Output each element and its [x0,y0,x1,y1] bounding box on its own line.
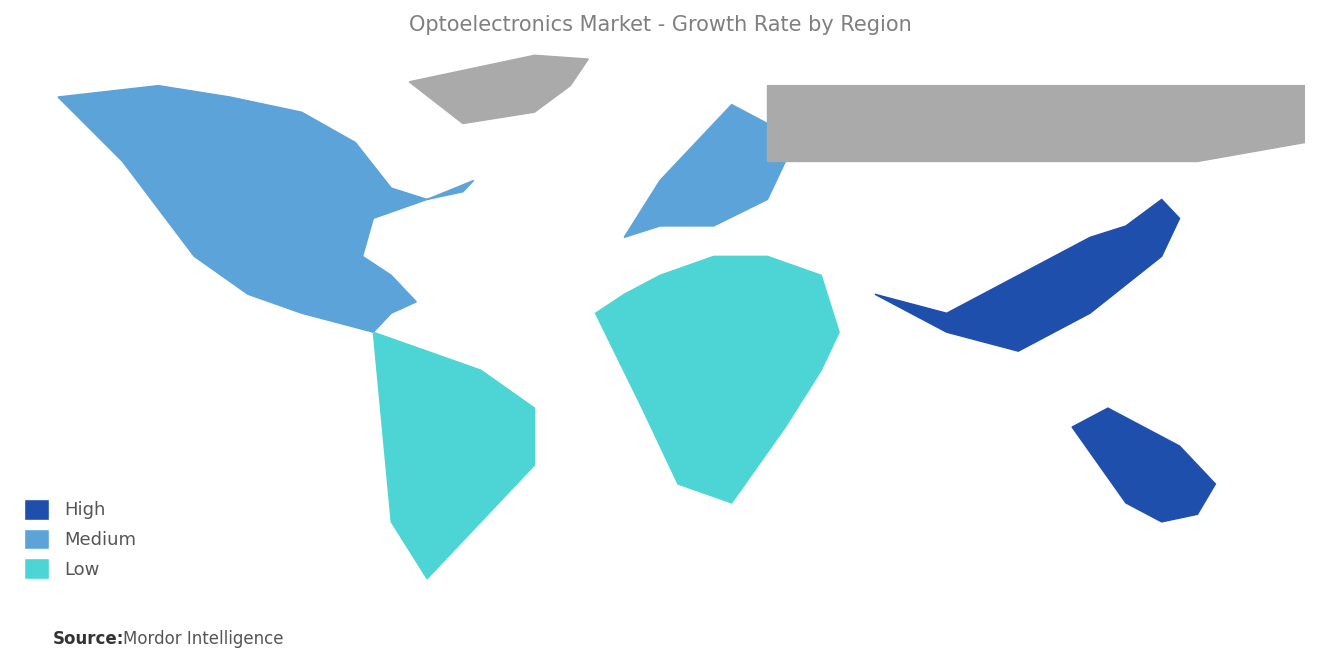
Text: Source:: Source: [53,630,124,648]
Text: Mordor Intelligence: Mordor Intelligence [123,630,284,648]
Polygon shape [374,332,535,579]
Title: Optoelectronics Market - Growth Rate by Region: Optoelectronics Market - Growth Rate by … [409,15,911,35]
Polygon shape [409,55,589,124]
Polygon shape [875,200,1180,351]
Polygon shape [624,104,785,237]
Polygon shape [1072,408,1216,522]
Polygon shape [58,86,474,332]
Legend: High, Medium, Low: High, Medium, Low [24,499,136,579]
Polygon shape [767,86,1305,162]
Polygon shape [595,256,840,503]
